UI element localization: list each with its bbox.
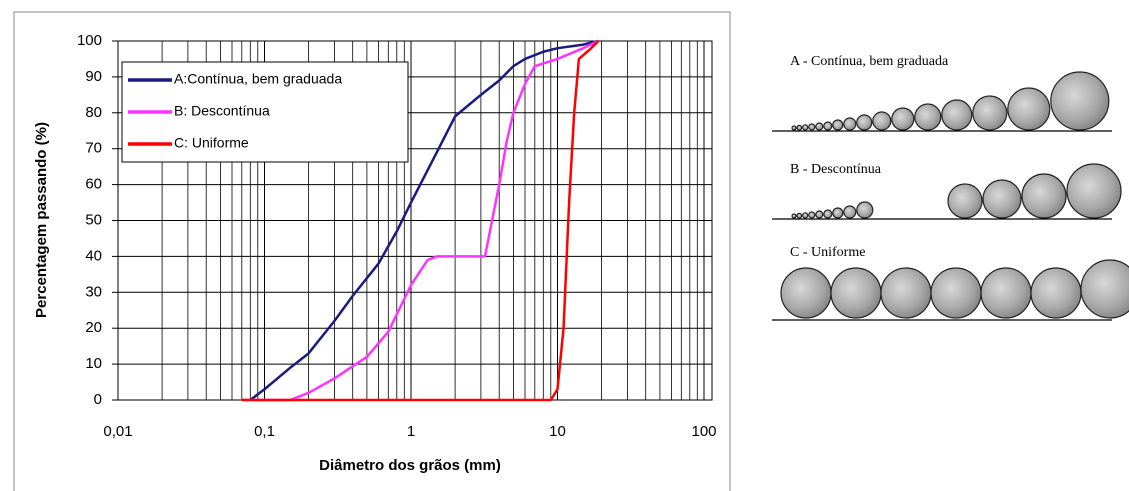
y-tick-label: 10	[85, 355, 102, 372]
particle	[1080, 259, 1129, 319]
diagram-label: A - Contínua, bem graduada	[790, 54, 949, 69]
particle	[802, 124, 809, 131]
legend-label: B: Descontínua	[174, 103, 270, 119]
y-tick-label: 60	[85, 176, 102, 193]
chart-frame	[13, 11, 731, 491]
y-tick-label: 30	[85, 283, 102, 300]
particle	[872, 111, 892, 131]
particle	[832, 207, 844, 219]
particle	[856, 114, 873, 131]
particle	[1050, 71, 1110, 131]
particle	[972, 95, 1008, 131]
particle	[823, 209, 833, 219]
particle	[796, 124, 803, 131]
y-tick-label: 20	[85, 319, 102, 336]
particle	[830, 267, 882, 319]
particle	[980, 267, 1032, 319]
particle	[780, 267, 832, 319]
particle	[808, 123, 816, 131]
y-axis-title: Percentagem passando (%)	[33, 122, 50, 318]
y-tick-label: 40	[85, 247, 102, 264]
particle	[1021, 173, 1067, 219]
particle	[941, 99, 973, 131]
particle	[802, 212, 809, 219]
particle	[791, 213, 797, 219]
particle	[982, 179, 1022, 219]
particle	[843, 117, 857, 131]
y-tick-label: 80	[85, 104, 102, 121]
particle	[832, 119, 844, 131]
particle	[880, 267, 932, 319]
particle	[823, 121, 833, 131]
x-tick-label: 10	[549, 423, 566, 440]
particle	[1030, 267, 1082, 319]
particle	[815, 210, 824, 219]
particle	[1007, 87, 1051, 131]
particle	[808, 211, 816, 219]
diagram	[772, 71, 1129, 321]
x-tick-label: 100	[691, 423, 716, 440]
particle	[930, 267, 982, 319]
particle	[947, 183, 983, 219]
particle	[796, 212, 803, 219]
diagram-label: C - Uniforme	[790, 245, 865, 260]
series-line	[249, 39, 599, 401]
y-tick-label: 70	[85, 140, 102, 157]
x-tick-label: 0,01	[103, 423, 132, 440]
particle	[914, 103, 942, 131]
particle	[856, 201, 874, 219]
particle	[791, 125, 797, 131]
y-tick-label: 0	[94, 391, 102, 408]
legend-label: A:Contínua, bem graduada	[174, 71, 342, 87]
diagram-label: B - Descontínua	[790, 162, 882, 177]
y-tick-label: 90	[85, 68, 102, 85]
series-line	[241, 40, 600, 402]
particle	[1066, 163, 1122, 219]
series-line	[241, 39, 599, 402]
x-axis-title: Diâmetro dos grãos (mm)	[319, 457, 501, 474]
particle	[815, 122, 824, 131]
y-tick-label: 100	[77, 32, 102, 49]
particle	[843, 205, 857, 219]
particle	[891, 107, 915, 131]
y-tick-label: 50	[85, 211, 102, 228]
x-tick-label: 1	[407, 423, 415, 440]
x-tick-label: 0,1	[254, 423, 275, 440]
legend-label: C: Uniforme	[174, 135, 249, 151]
